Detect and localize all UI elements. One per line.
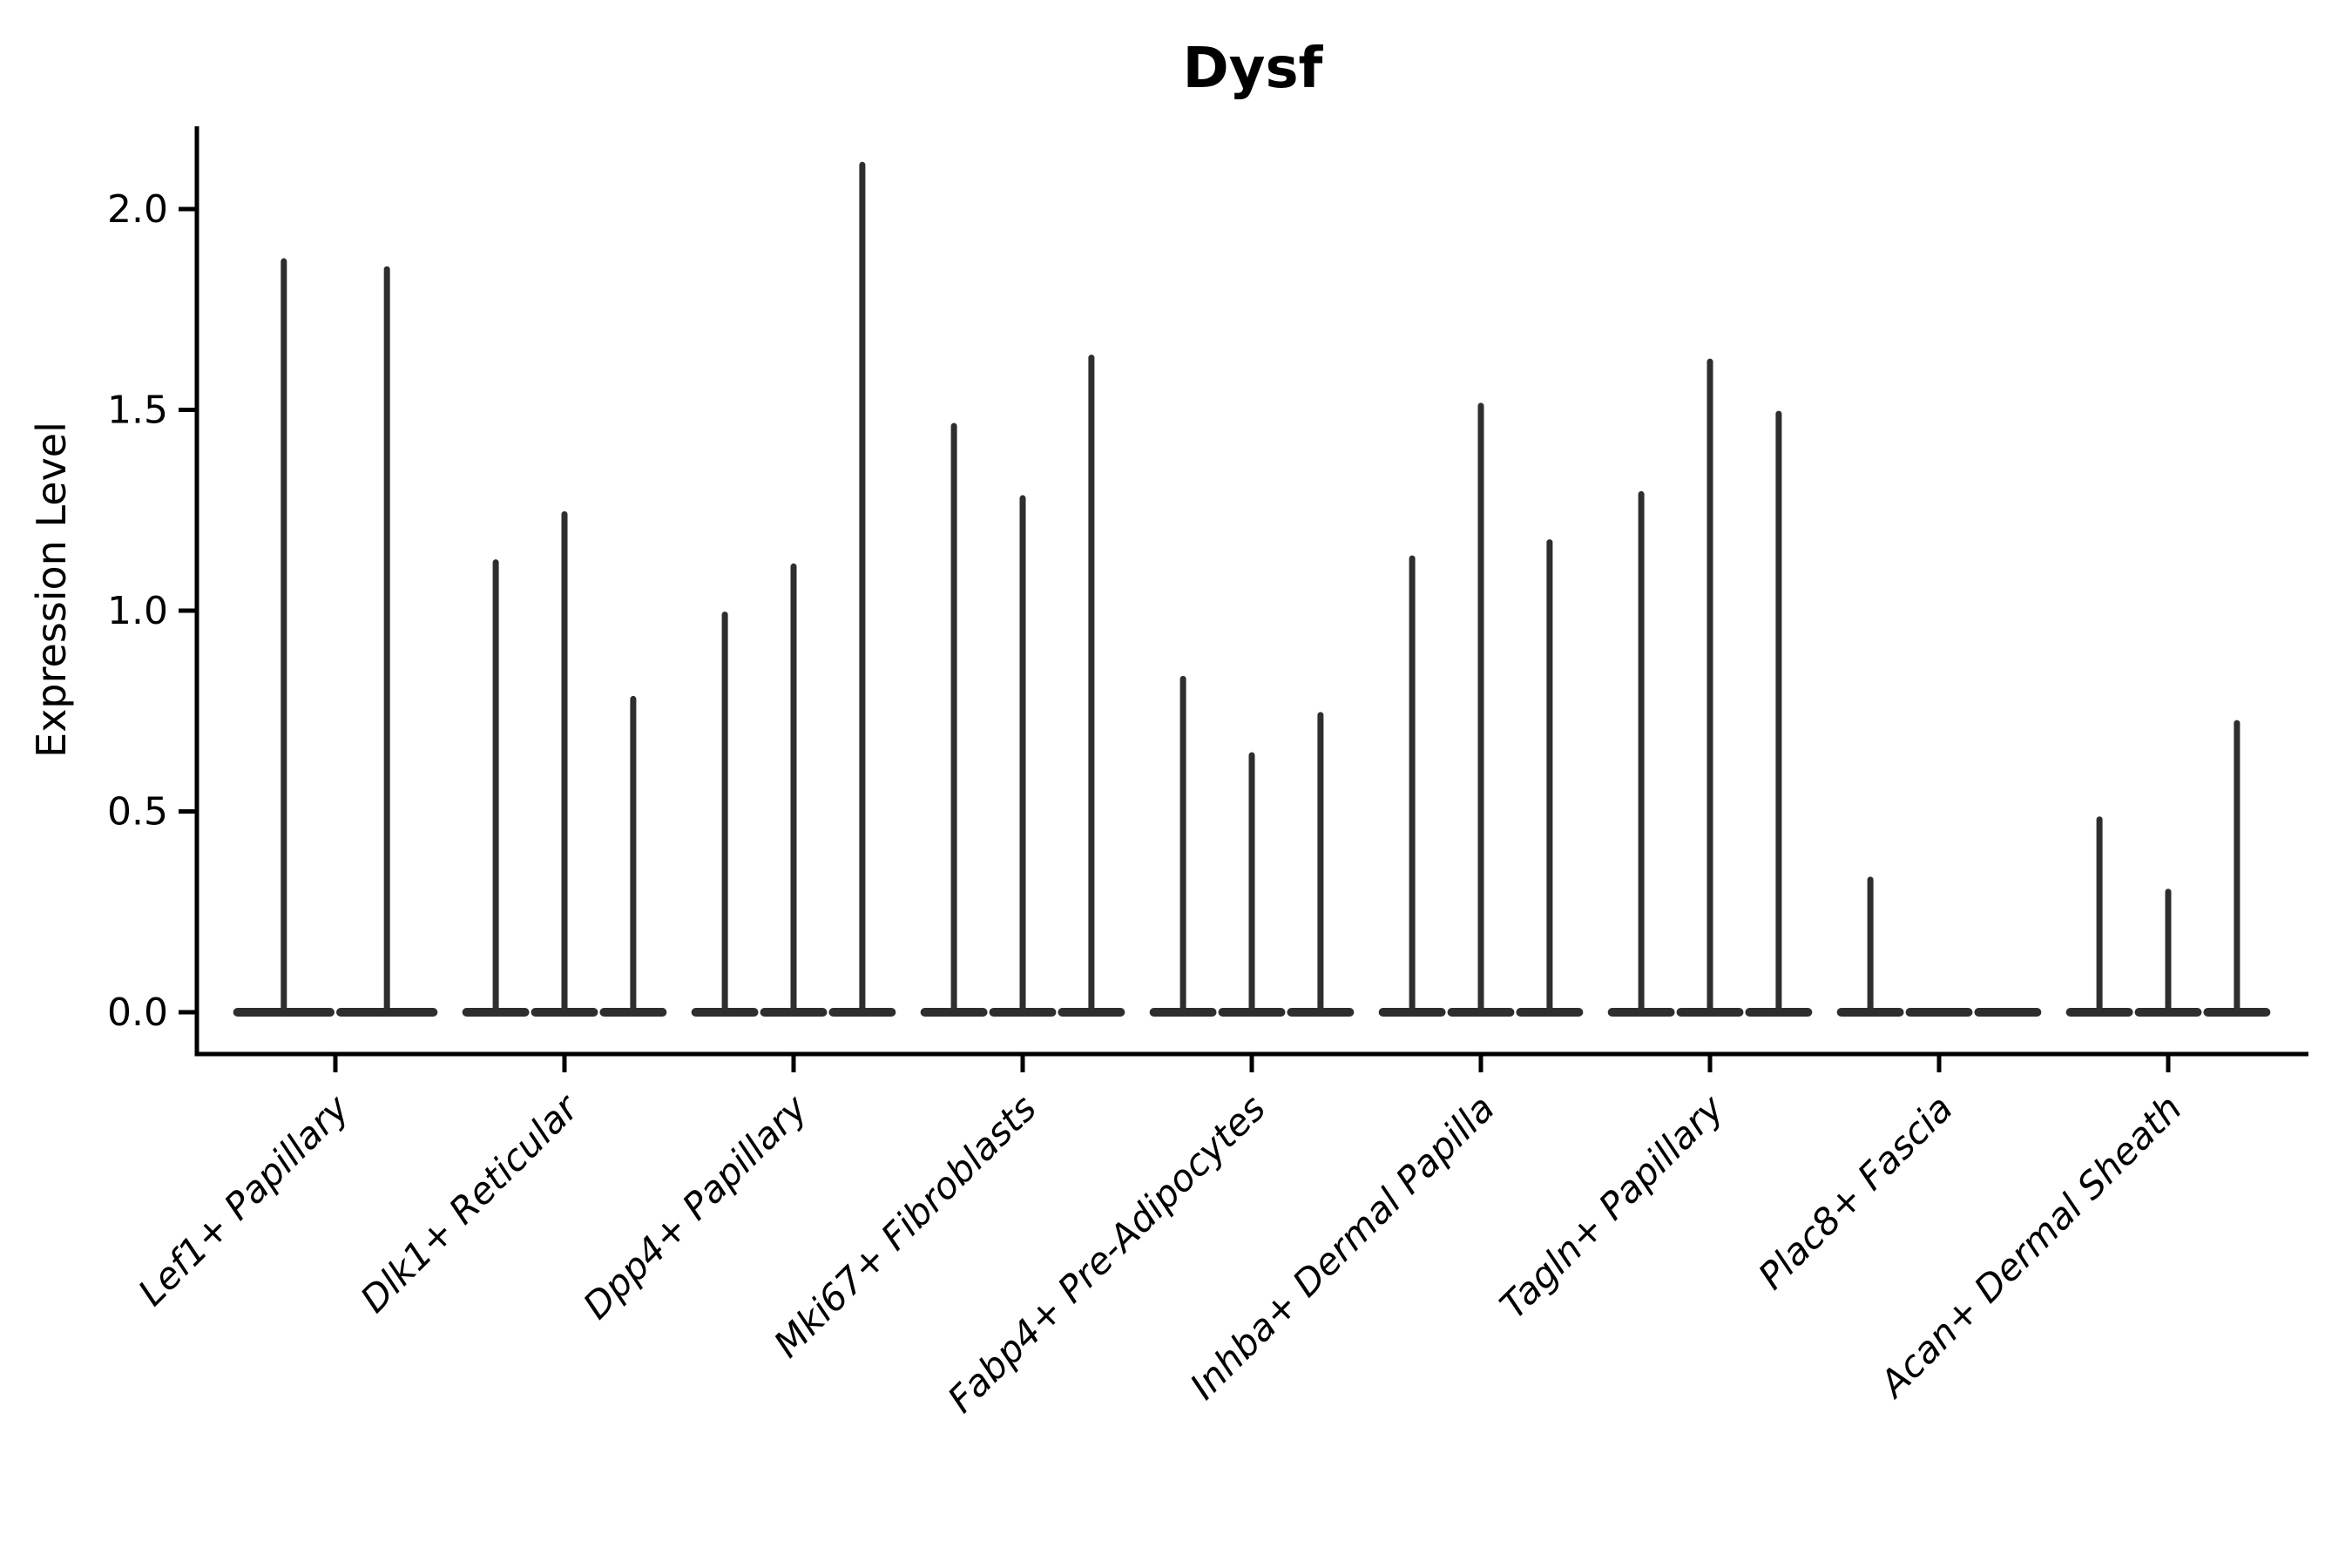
y-tick-label: 0.0 (107, 990, 168, 1035)
chart-title: Dysf (1183, 37, 1324, 101)
x-tick-label: Tagln+ Papillary (1491, 1086, 1733, 1328)
violin-series (233, 161, 2271, 1017)
y-axis-label: Expression Level (28, 422, 75, 758)
x-tick-label: Mki67+ Fibroblasts (766, 1086, 1044, 1365)
y-tick-label: 0.5 (107, 790, 168, 835)
x-tick-label: Lef1+ Papillary (130, 1086, 358, 1315)
y-axis-ticks: 0.0 0.5 1.0 1.5 2.0 (107, 187, 197, 1035)
y-tick-label: 1.5 (107, 389, 168, 433)
x-tick-label: Dpp4+ Papillary (575, 1086, 816, 1328)
x-tick-label: Plac8+ Fascia (1750, 1086, 1961, 1297)
y-tick-label: 1.0 (107, 589, 168, 633)
x-tick-label: Dlk1+ Reticular (352, 1085, 588, 1321)
violin-base (1905, 1008, 1973, 1017)
violin-base (1974, 1008, 2042, 1017)
y-tick-label: 2.0 (107, 187, 168, 232)
